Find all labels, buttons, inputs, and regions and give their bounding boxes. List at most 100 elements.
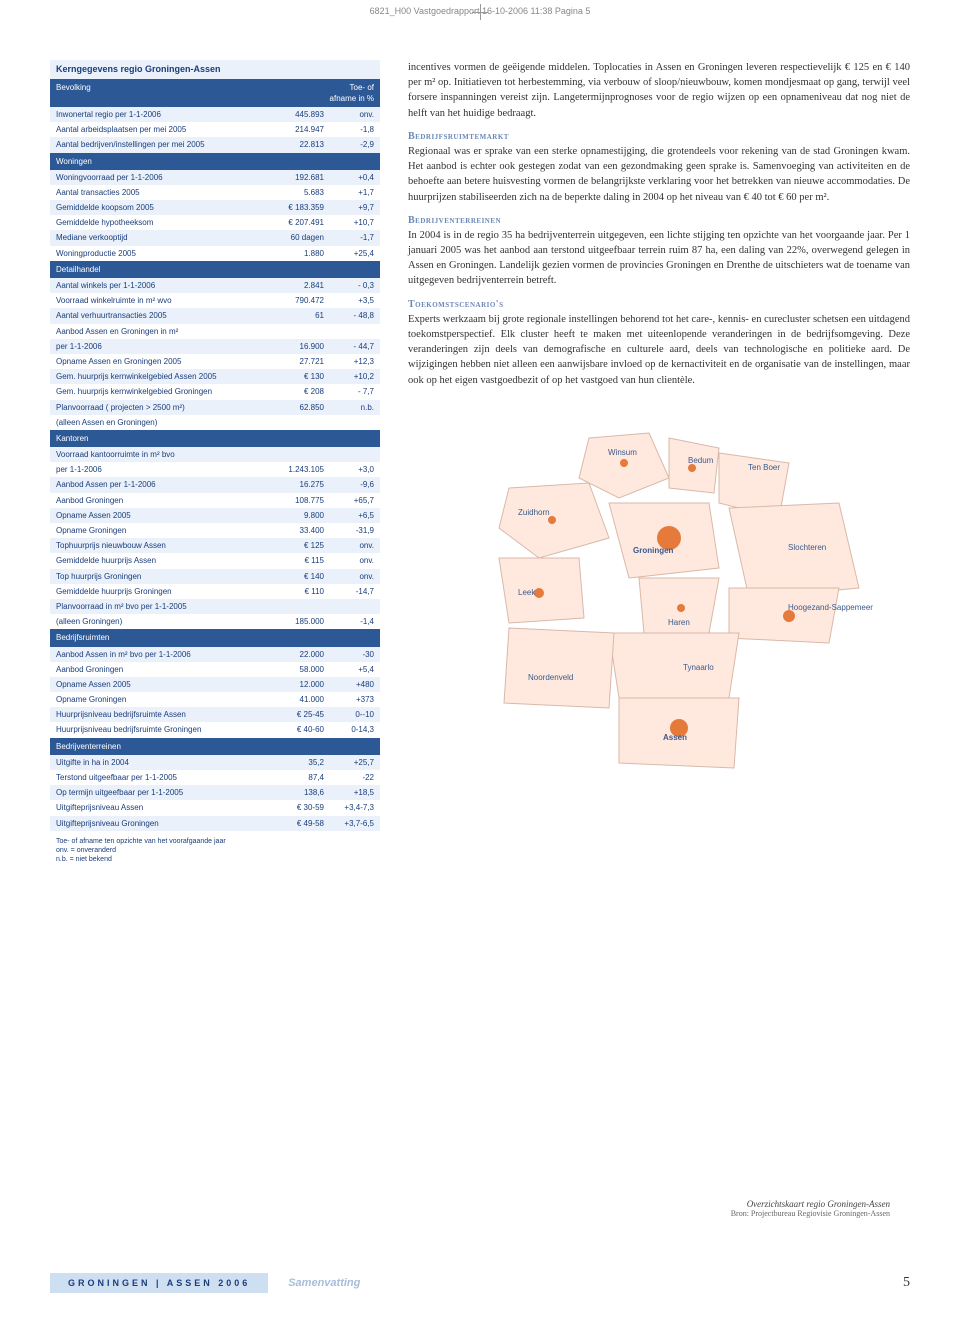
label-noordenveld: Noordenveld — [528, 673, 573, 682]
heading-bedrijfsruimtemarkt: Bedrijfsruimtemarkt — [408, 131, 910, 142]
paragraph-1: incentives vormen de geëigende middelen.… — [408, 60, 910, 121]
table-cell: onv. — [324, 109, 374, 120]
paragraph-3: In 2004 is in de regio 35 ha bedrijvente… — [408, 228, 910, 289]
crop-tick-h — [472, 12, 488, 13]
table-cell: € 49-58 — [264, 818, 324, 829]
label-assen: Assen — [663, 733, 687, 742]
table-cell: Inwonertal regio per 1-1-2006 — [56, 109, 264, 120]
table-cell: € 25-45 — [264, 709, 324, 720]
footnote-3: n.b. = niet bekend — [56, 855, 380, 864]
table-cell: 138,6 — [264, 787, 324, 798]
table-cell: onv. — [324, 555, 374, 566]
table-cell: +3,5 — [324, 295, 374, 306]
label-haren: Haren — [668, 618, 690, 627]
table-cell: 12.000 — [264, 679, 324, 690]
table-cell: - 0,3 — [324, 280, 374, 291]
table-row: Uitgifteprijsniveau Assen€ 30-59+3,4-7,3 — [50, 800, 380, 815]
table-cell: +5,4 — [324, 664, 374, 675]
city-bedum — [688, 464, 696, 472]
table-cell: Planvoorraad ( projecten > 2500 m²) — [56, 402, 264, 413]
table-cell: 445.893 — [264, 109, 324, 120]
table-row: Gemiddelde koopsom 2005€ 183.359+9,7 — [50, 200, 380, 215]
table-row: Opname Assen 20059.800+6,5 — [50, 508, 380, 523]
table-cell: Gemiddelde hypotheeksom — [56, 217, 264, 228]
table-row: Aantal bedrijven/instellingen per mei 20… — [50, 137, 380, 152]
table-cell: +3,0 — [324, 464, 374, 475]
table-cell: € 40-60 — [264, 724, 324, 735]
table-row: Mediane verkooptijd60 dagen-1,7 — [50, 230, 380, 245]
table-cell: 0-14,3 — [324, 724, 374, 735]
label-slochteren: Slochteren — [788, 543, 826, 552]
table-cell: +480 — [324, 679, 374, 690]
table-row: Aantal arbeidsplaatsen per mei 2005214.9… — [50, 122, 380, 137]
table-cell: 16.275 — [264, 479, 324, 490]
table-cell: Planvoorraad in m² bvo per 1-1-2005 — [56, 601, 264, 612]
table-cell: Top huurprijs Groningen — [56, 571, 264, 582]
table-row: Uitgifteprijsniveau Groningen€ 49-58+3,7… — [50, 816, 380, 831]
table-cell: 790.472 — [264, 295, 324, 306]
left-column: Kerngegevens regio Groningen-Assen Bevol… — [50, 60, 380, 864]
table-cell: Opname Assen 2005 — [56, 679, 264, 690]
table-cell: +373 — [324, 694, 374, 705]
table-cell: +65,7 — [324, 495, 374, 506]
map-caption: Overzichtskaart regio Groningen-Assen Br… — [0, 1199, 890, 1218]
table-cell: € 130 — [264, 371, 324, 382]
footnote-2: onv. = onveranderd — [56, 846, 380, 855]
table-cell: -22 — [324, 772, 374, 783]
table-row: per 1-1-20061.243.105+3,0 — [50, 462, 380, 477]
table-cell: -14,7 — [324, 586, 374, 597]
region-noordenveld — [504, 628, 614, 708]
table-footnote: Toe- of afname ten opzichte van het voor… — [50, 837, 380, 864]
caption-title: Overzichtskaart regio Groningen-Assen — [0, 1199, 890, 1209]
table-cell — [264, 449, 324, 460]
table-cell: -1,4 — [324, 616, 374, 627]
table-cell: Aantal winkels per 1-1-2006 — [56, 280, 264, 291]
table-cell — [324, 326, 374, 337]
map-svg — [408, 408, 910, 778]
table-cell: +3,4-7,3 — [324, 802, 374, 813]
page-footer: GRONINGEN | ASSEN 2006 Samenvatting 5 — [50, 1273, 910, 1293]
table-cell: per 1-1-2006 — [56, 464, 264, 475]
table-cell: Uitgifte in ha in 2004 — [56, 757, 264, 768]
table-cell: - 44,7 — [324, 341, 374, 352]
page-content: Kerngegevens regio Groningen-Assen Bevol… — [0, 0, 960, 894]
table-row: Top huurprijs Groningen€ 140onv. — [50, 569, 380, 584]
table-row: Gemiddelde huurprijs Assen€ 115onv. — [50, 553, 380, 568]
table-cell: Aanbod Assen per 1-1-2006 — [56, 479, 264, 490]
table-cell: 62.850 — [264, 402, 324, 413]
table-row: Opname Groningen41.000+373 — [50, 692, 380, 707]
table-row: Opname Assen en Groningen 200527.721+12,… — [50, 354, 380, 369]
table-cell: onv. — [324, 571, 374, 582]
table-cell: Gem. huurprijs kernwinkelgebied Groninge… — [56, 386, 264, 397]
table-cell: Op termijn uitgeefbaar per 1-1-2005 — [56, 787, 264, 798]
table-cell: 58.000 — [264, 664, 324, 675]
table-cell — [324, 601, 374, 612]
table-row: Tophuurprijs nieuwbouw Assen€ 125onv. — [50, 538, 380, 553]
city-winsum — [620, 459, 628, 467]
table-cell: 41.000 — [264, 694, 324, 705]
th-change: Toe- of afname in % — [324, 82, 374, 104]
table-row: Planvoorraad in m² bvo per 1-1-2005 — [50, 599, 380, 614]
footnote-1: Toe- of afname ten opzichte van het voor… — [56, 837, 380, 846]
key-figures-table: Kerngegevens regio Groningen-Assen Bevol… — [50, 60, 380, 831]
label-zuidhorn: Zuidhorn — [518, 508, 550, 517]
table-cell: Gemiddelde huurprijs Assen — [56, 555, 264, 566]
table-cell: 108.775 — [264, 495, 324, 506]
table-cell: +10,7 — [324, 217, 374, 228]
table-row: Gem. huurprijs kernwinkelgebied Groninge… — [50, 384, 380, 399]
table-cell: +10,2 — [324, 371, 374, 382]
city-haren — [677, 604, 685, 612]
label-winsum: Winsum — [608, 448, 637, 457]
heading-bedrijventerreinen: Bedrijventerreinen — [408, 215, 910, 226]
table-cell: € 110 — [264, 586, 324, 597]
table-cell: 2.841 — [264, 280, 324, 291]
table-cell: Gemiddelde koopsom 2005 — [56, 202, 264, 213]
table-body: Inwonertal regio per 1-1-2006445.893onv.… — [50, 107, 380, 831]
table-row: Huurprijsniveau bedrijfsruimte Assen€ 25… — [50, 707, 380, 722]
table-cell: 33.400 — [264, 525, 324, 536]
table-cell: -30 — [324, 649, 374, 660]
table-cell: -9,6 — [324, 479, 374, 490]
table-cell: 192.681 — [264, 172, 324, 183]
table-cell: 185.000 — [264, 616, 324, 627]
label-tenboer: Ten Boer — [748, 463, 780, 472]
